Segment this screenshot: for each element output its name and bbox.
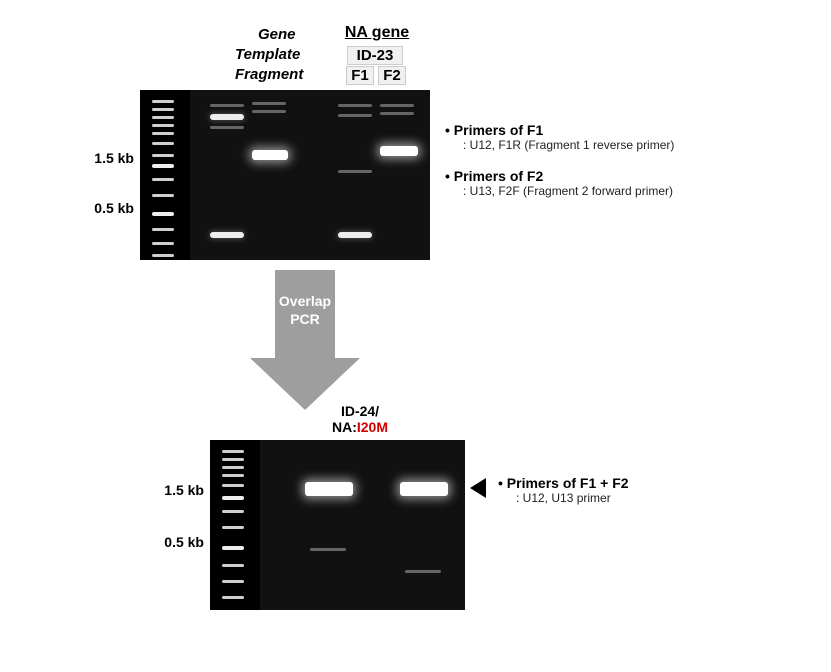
pointer-icon xyxy=(470,478,486,498)
annot-f1-sub: : U12, F1R (Fragment 1 reverse primer) xyxy=(463,138,674,152)
size-top-15kb: 1.5 kb xyxy=(84,150,134,166)
band xyxy=(338,114,372,117)
size-top-05kb: 0.5 kb xyxy=(84,200,134,216)
band xyxy=(405,570,441,573)
band xyxy=(210,114,244,120)
ladder-bottom xyxy=(216,446,250,604)
band xyxy=(252,102,286,105)
arrow-line1: Overlap xyxy=(279,293,331,309)
ladder-top xyxy=(146,96,180,254)
band xyxy=(380,146,418,156)
size-bot-15kb: 1.5 kb xyxy=(154,482,204,498)
band xyxy=(310,548,346,551)
band xyxy=(210,232,244,238)
band xyxy=(252,110,286,113)
band xyxy=(252,150,288,160)
gel-bottom xyxy=(210,440,465,610)
id24-line2a: NA: xyxy=(332,419,357,435)
annot-f2: • Primers of F2 : U13, F2F (Fragment 2 f… xyxy=(445,168,673,198)
band xyxy=(380,104,414,107)
annot-f1f2: • Primers of F1 + F2 : U12, U13 primer xyxy=(498,475,629,505)
annot-f1-title: Primers of F1 xyxy=(454,122,543,138)
arrow-shaft: Overlap PCR xyxy=(275,270,335,358)
id24-header: ID-24/ NA:I20M xyxy=(315,403,405,435)
annot-f2-sub: : U13, F2F (Fragment 2 forward primer) xyxy=(463,184,673,198)
band xyxy=(338,104,372,107)
annot-bot-title: Primers of F1 + F2 xyxy=(507,475,629,491)
band xyxy=(338,232,372,238)
band xyxy=(338,170,372,173)
band xyxy=(210,104,244,107)
label-na-gene: NA gene xyxy=(327,24,427,42)
annot-f2-title: Primers of F2 xyxy=(454,168,543,184)
annot-f1: • Primers of F1 : U12, F1R (Fragment 1 r… xyxy=(445,122,674,152)
label-fragment: Fragment xyxy=(235,66,303,83)
id24-line1: ID-24/ xyxy=(341,403,379,419)
label-f1: F1 xyxy=(346,66,374,85)
band xyxy=(380,112,414,115)
arrow-line2: PCR xyxy=(290,311,320,327)
overlap-pcr-arrow: Overlap PCR xyxy=(250,270,360,425)
id24-mutation: I20M xyxy=(357,419,388,435)
size-bot-05kb: 0.5 kb xyxy=(154,534,204,550)
label-template: Template xyxy=(235,46,300,63)
annot-bot-sub: : U12, U13 primer xyxy=(516,491,629,505)
band xyxy=(400,482,448,496)
label-id23: ID-23 xyxy=(347,46,403,65)
band xyxy=(210,126,244,129)
gel-top xyxy=(140,90,430,260)
label-gene: Gene xyxy=(258,26,296,43)
figure-root: Gene Template Fragment NA gene ID-23 F1 … xyxy=(20,20,811,660)
label-f2: F2 xyxy=(378,66,406,85)
band xyxy=(305,482,353,496)
